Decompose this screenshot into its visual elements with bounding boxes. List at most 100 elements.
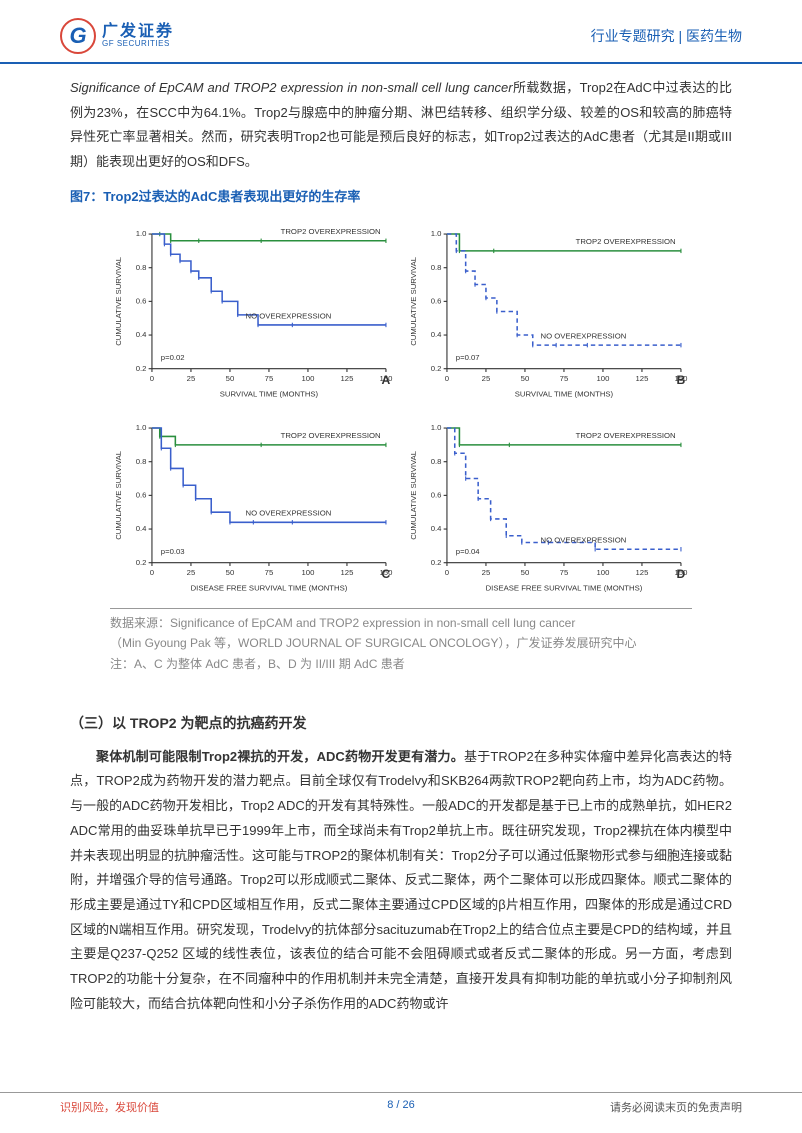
svg-text:50: 50 — [226, 568, 235, 577]
svg-text:50: 50 — [521, 568, 530, 577]
logo-letter: G — [69, 23, 86, 49]
svg-text:0.6: 0.6 — [136, 490, 147, 499]
logo-cn: 广发证券 — [102, 23, 174, 41]
svg-text:0.6: 0.6 — [136, 297, 147, 306]
logo-en: GF SECURITIES — [102, 40, 174, 49]
svg-text:DISEASE FREE SURVIVAL TIME (MO: DISEASE FREE SURVIVAL TIME (MONTHS) — [486, 583, 643, 592]
svg-text:p=0.03: p=0.03 — [161, 547, 185, 556]
figure7-source: 数据来源：Significance of EpCAM and TROP2 exp… — [110, 608, 692, 674]
svg-text:75: 75 — [560, 374, 569, 383]
svg-text:0: 0 — [445, 568, 449, 577]
survival-chart-C: 0.20.40.60.81.00255075100125150DISEASE F… — [110, 417, 397, 594]
svg-text:75: 75 — [265, 374, 274, 383]
footer-left: 识别风险，发现价值 — [60, 1099, 159, 1115]
svg-text:SURVIVAL TIME (MONTHS): SURVIVAL TIME (MONTHS) — [220, 390, 319, 399]
chart-panel-B: 0.20.40.60.81.00255075100125150SURVIVAL … — [405, 223, 692, 408]
svg-text:p=0.04: p=0.04 — [456, 547, 481, 556]
svg-text:TROP2 OVEREXPRESSION: TROP2 OVEREXPRESSION — [281, 228, 381, 237]
intro-paragraph: Significance of EpCAM and TROP2 expressi… — [70, 76, 732, 175]
svg-text:1.0: 1.0 — [136, 230, 147, 239]
svg-text:50: 50 — [521, 374, 530, 383]
svg-text:0.2: 0.2 — [431, 364, 442, 373]
svg-text:125: 125 — [636, 568, 649, 577]
source-line3: 注：A、C 为整体 AdC 患者，B、D 为 II/III 期 AdC 患者 — [110, 654, 692, 674]
svg-text:0: 0 — [445, 374, 449, 383]
svg-text:25: 25 — [482, 568, 491, 577]
svg-text:0.4: 0.4 — [431, 331, 442, 340]
svg-text:0.8: 0.8 — [431, 457, 442, 466]
section3-text: 基于TROP2在多种实体瘤中差异化高表达的特点，TROP2成为药物开发的潜力靶点… — [70, 749, 732, 1011]
svg-text:100: 100 — [597, 374, 610, 383]
survival-chart-B: 0.20.40.60.81.00255075100125150SURVIVAL … — [405, 223, 692, 400]
svg-text:125: 125 — [341, 374, 354, 383]
svg-text:100: 100 — [302, 568, 315, 577]
svg-text:p=0.07: p=0.07 — [456, 353, 480, 362]
svg-text:0: 0 — [150, 568, 154, 577]
survival-chart-A: 0.20.40.60.81.00255075100125150SURVIVAL … — [110, 223, 397, 400]
svg-text:0.4: 0.4 — [136, 524, 147, 533]
svg-text:CUMULATIVE SURVIVAL: CUMULATIVE SURVIVAL — [114, 257, 123, 346]
chart-panel-D: 0.20.40.60.81.00255075100125150DISEASE F… — [405, 417, 692, 602]
svg-text:TROP2 OVEREXPRESSION: TROP2 OVEREXPRESSION — [576, 431, 676, 440]
svg-text:TROP2 OVEREXPRESSION: TROP2 OVEREXPRESSION — [281, 431, 381, 440]
chart-panel-A: 0.20.40.60.81.00255075100125150SURVIVAL … — [110, 223, 397, 408]
svg-text:25: 25 — [187, 568, 196, 577]
svg-text:25: 25 — [187, 374, 196, 383]
logo-text: 广发证券 GF SECURITIES — [102, 23, 174, 49]
svg-text:75: 75 — [265, 568, 274, 577]
svg-text:NO OVEREXPRESSION: NO OVEREXPRESSION — [541, 332, 627, 341]
svg-text:DISEASE FREE SURVIVAL TIME (MO: DISEASE FREE SURVIVAL TIME (MONTHS) — [191, 583, 348, 592]
svg-text:100: 100 — [302, 374, 315, 383]
svg-text:TROP2 OVEREXPRESSION: TROP2 OVEREXPRESSION — [576, 238, 676, 247]
source-line2: （Min Gyoung Pak 等，WORLD JOURNAL OF SURGI… — [110, 633, 692, 653]
svg-text:75: 75 — [560, 568, 569, 577]
svg-text:C: C — [382, 567, 391, 581]
svg-text:1.0: 1.0 — [136, 423, 147, 432]
svg-text:100: 100 — [597, 568, 610, 577]
svg-text:125: 125 — [341, 568, 354, 577]
logo: G 广发证券 GF SECURITIES — [60, 18, 174, 54]
logo-icon: G — [60, 18, 96, 54]
footer-right: 请务必阅读末页的免责声明 — [610, 1099, 742, 1115]
citation-italic: Significance of EpCAM and TROP2 expressi… — [70, 80, 513, 95]
main-content: Significance of EpCAM and TROP2 expressi… — [0, 64, 802, 1016]
svg-text:CUMULATIVE SURVIVAL: CUMULATIVE SURVIVAL — [409, 257, 418, 346]
svg-text:0.8: 0.8 — [136, 263, 147, 272]
svg-text:SURVIVAL TIME (MONTHS): SURVIVAL TIME (MONTHS) — [515, 390, 614, 399]
svg-text:p=0.02: p=0.02 — [161, 353, 185, 362]
svg-text:25: 25 — [482, 374, 491, 383]
breadcrumb: 行业专题研究 | 医药生物 — [591, 26, 742, 46]
section3-lead: 聚体机制可能限制Trop2裸抗的开发，ADC药物开发更有潜力。 — [96, 749, 464, 764]
page-header: G 广发证券 GF SECURITIES 行业专题研究 | 医药生物 — [0, 0, 802, 64]
svg-text:1.0: 1.0 — [431, 423, 442, 432]
page-footer: 识别风险，发现价值 8 / 26 请务必阅读末页的免责声明 — [0, 1092, 802, 1115]
svg-text:125: 125 — [636, 374, 649, 383]
svg-text:50: 50 — [226, 374, 235, 383]
svg-text:0.6: 0.6 — [431, 297, 442, 306]
survival-chart-D: 0.20.40.60.81.00255075100125150DISEASE F… — [405, 417, 692, 594]
svg-text:D: D — [677, 567, 686, 581]
svg-text:CUMULATIVE SURVIVAL: CUMULATIVE SURVIVAL — [409, 450, 418, 539]
section3-body: 聚体机制可能限制Trop2裸抗的开发，ADC药物开发更有潜力。基于TROP2在多… — [70, 745, 732, 1017]
svg-text:A: A — [382, 374, 391, 388]
svg-text:0.2: 0.2 — [136, 558, 147, 567]
page-number: 8 / 26 — [387, 1099, 415, 1111]
svg-text:1.0: 1.0 — [431, 230, 442, 239]
chart-panel-C: 0.20.40.60.81.00255075100125150DISEASE F… — [110, 417, 397, 602]
figure7-title: 图7：Trop2过表达的AdC患者表现出更好的生存率 — [70, 185, 732, 210]
figure7-grid: 0.20.40.60.81.00255075100125150SURVIVAL … — [90, 223, 712, 602]
source-line1: 数据来源：Significance of EpCAM and TROP2 exp… — [110, 613, 692, 633]
svg-text:0.2: 0.2 — [431, 558, 442, 567]
svg-text:0.6: 0.6 — [431, 490, 442, 499]
svg-text:0: 0 — [150, 374, 154, 383]
svg-text:0.8: 0.8 — [431, 263, 442, 272]
svg-text:0.2: 0.2 — [136, 364, 147, 373]
svg-text:0.8: 0.8 — [136, 457, 147, 466]
svg-text:NO OVEREXPRESSION: NO OVEREXPRESSION — [246, 508, 332, 517]
svg-text:0.4: 0.4 — [431, 524, 442, 533]
section3-title: （三）以 TROP2 为靶点的抗癌药开发 — [70, 710, 732, 737]
svg-text:CUMULATIVE SURVIVAL: CUMULATIVE SURVIVAL — [114, 450, 123, 539]
svg-text:0.4: 0.4 — [136, 331, 147, 340]
svg-text:B: B — [677, 374, 686, 388]
svg-text:NO OVEREXPRESSION: NO OVEREXPRESSION — [246, 312, 332, 321]
